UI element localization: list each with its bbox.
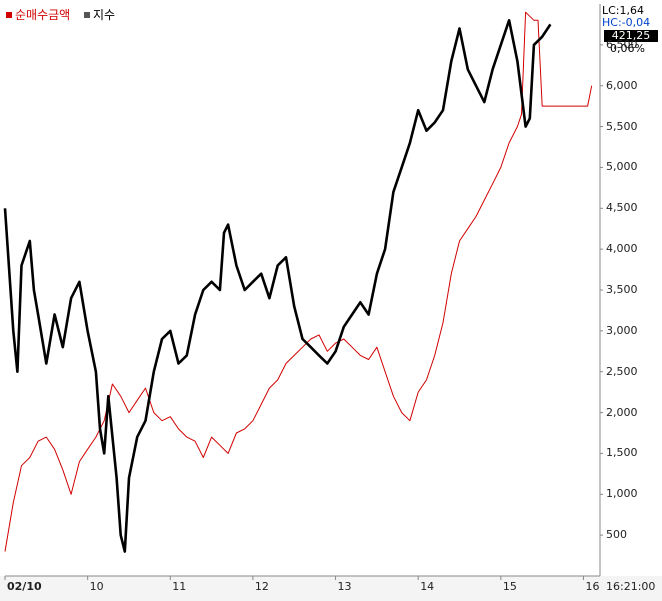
- y-tick-label: 5,000: [606, 160, 638, 174]
- legend-index[interactable]: 지수: [84, 6, 115, 23]
- y-tick-label: 3,000: [606, 323, 638, 337]
- x-tick-label: 02/10: [7, 580, 42, 593]
- y-tick-label: 6,500: [606, 37, 638, 51]
- series-line-amount: [4, 11, 593, 552]
- y-tick-label: 6,000: [606, 78, 638, 92]
- y-tick-label: 5,500: [606, 119, 638, 133]
- legend-amount-label: 순매수금액: [15, 8, 71, 22]
- x-tick-label: 15: [502, 580, 517, 593]
- y-tick-label: 500: [606, 528, 627, 542]
- legend-index-swatch: [84, 11, 90, 18]
- y-tick-label: 2,000: [606, 405, 638, 419]
- x-tick-label: 10: [89, 580, 104, 593]
- series-line-index: [3, 19, 552, 553]
- x-axis-strip: [0, 576, 662, 601]
- y-tick-label: 1,000: [606, 487, 638, 501]
- x-tick-label: 13: [337, 580, 352, 593]
- current-value-badge: 421,25: [604, 30, 658, 42]
- x-tick-label: 11: [172, 580, 187, 593]
- y-tick-label: 3,500: [606, 283, 638, 296]
- legend-index-label: 지수: [93, 8, 116, 22]
- legend-amount-swatch: [6, 11, 12, 18]
- hc-readout: HC:-0,04: [602, 16, 651, 29]
- legend-amount[interactable]: 순매수금액: [6, 6, 70, 23]
- x-tick-label: 16: [585, 580, 600, 593]
- change-percent: 0,06%: [610, 42, 645, 55]
- y-tick-label: 4,500: [606, 201, 638, 215]
- x-tick-label: 12: [254, 580, 269, 593]
- y-tick-label: 4,000: [606, 242, 638, 256]
- time-label: 16:21:00: [606, 580, 656, 593]
- y-tick-label: 2,500: [606, 364, 638, 378]
- lc-readout: LC:1,64: [602, 4, 645, 17]
- y-tick-label: 1,500: [606, 446, 638, 460]
- x-tick-label: 14: [420, 580, 435, 593]
